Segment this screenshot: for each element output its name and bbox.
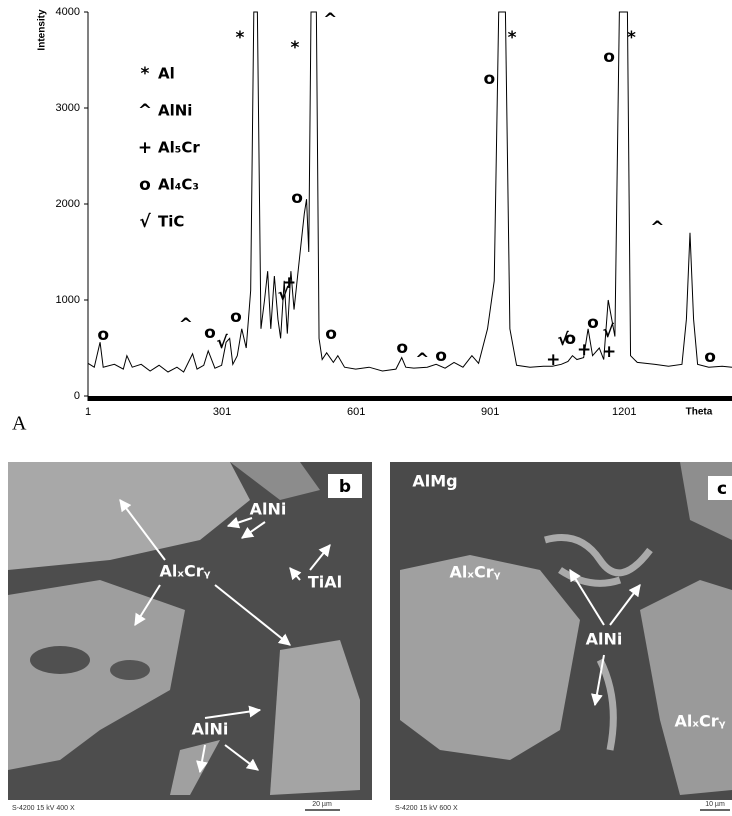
legend-label: Al₅Cr (158, 139, 200, 157)
phase-label: AlₓCrᵧ (160, 562, 211, 581)
peak-marker: ^ (650, 218, 664, 238)
y-tick-label: 3000 (56, 102, 80, 114)
x-tick-label: 1 (85, 406, 91, 418)
peak-marker: o (97, 325, 109, 345)
x-tick-label: 601 (347, 406, 365, 418)
footer: S-4200 15 kV 600 X (395, 805, 458, 812)
peak-marker: + (577, 340, 591, 360)
phase-label: AlNi (192, 720, 229, 739)
x-axis (88, 396, 732, 401)
peak-marker: o (204, 323, 216, 343)
phase-label: TiAl (308, 573, 342, 592)
phase-label: AlMg (412, 472, 457, 491)
phase-label: AlNi (250, 500, 287, 519)
peak-marker: ^ (415, 350, 429, 370)
legend-symbol: + (138, 138, 152, 158)
y-tick-label: 1000 (56, 294, 80, 306)
y-tick-label: 0 (74, 390, 80, 402)
scale-bar-label: 20 µm (312, 801, 332, 808)
peak-marker: √ (278, 285, 290, 305)
arrows (119, 499, 331, 774)
panel-label: A (12, 413, 27, 435)
peak-marker: * (627, 28, 636, 48)
micrographs: b AlNi AlₓCrᵧ TiAl AlNi S-4200 15 kV 400… (8, 462, 732, 816)
legend-symbol: ^ (138, 101, 152, 121)
micrograph-c: c AlMg AlₓCrᵧ AlNi AlₓCrᵧ S-4200 15 kV 6… (390, 462, 732, 816)
legend-label: Al₄C₃ (158, 176, 199, 194)
legend-label: Al (158, 65, 175, 83)
peak-marker: o (603, 47, 615, 67)
peak-marker: o (587, 313, 599, 333)
peak-marker: o (291, 188, 303, 208)
legend-symbol: o (139, 175, 151, 195)
peak-marker: √ (603, 322, 615, 342)
peak-marker: o (483, 69, 495, 89)
peak-marker: o (564, 329, 576, 349)
legend-symbol: * (141, 64, 150, 84)
peak-marker: + (602, 342, 616, 362)
peak-marker: o (230, 307, 242, 327)
arrows (569, 568, 641, 707)
panel-label: c (717, 479, 727, 499)
phase-label: AlₓCrᵧ (450, 563, 501, 582)
y-axis-label: Intensity (37, 9, 48, 51)
peak-marker: + (546, 350, 560, 370)
peak-marker: o (325, 324, 337, 344)
xrd-chart: A Intensity Theta 0 1000 2000 3000 4000 1 301 6… (12, 6, 732, 435)
x-tick-label: 901 (481, 406, 499, 418)
legend-symbol: √ (139, 212, 151, 232)
micrograph-b: b AlNi AlₓCrᵧ TiAl AlNi S-4200 15 kV 400… (8, 462, 372, 816)
x-axis-label: Theta (686, 407, 713, 418)
x-tick-label: 301 (213, 406, 231, 418)
legend-label: AlNi (158, 102, 192, 120)
data-line (87, 11, 732, 373)
y-tick-label: 2000 (56, 198, 80, 210)
x-tick-label: 1201 (612, 406, 636, 418)
phase-label: AlNi (586, 630, 623, 649)
peak-marker: √ (557, 330, 569, 350)
peak-marker: √ (216, 333, 228, 353)
peak-marker: * (236, 28, 245, 48)
peak-marker: o (704, 347, 716, 367)
peak-marker: + (282, 273, 296, 293)
peak-marker: * (290, 38, 299, 58)
peak-marker: * (508, 28, 517, 48)
scale-bar-label: 10 µm (705, 801, 725, 808)
peak-marker: ^ (323, 10, 337, 30)
peak-marker: o (396, 338, 408, 358)
y-tick-label: 4000 (56, 6, 80, 18)
footer: S-4200 15 kV 400 X (12, 805, 75, 812)
legend-label: TiC (158, 213, 184, 231)
peak-marker: ^ (179, 315, 193, 335)
phase-label: AlₓCrᵧ (675, 712, 726, 731)
panel-label: b (339, 477, 351, 497)
peak-marker: o (435, 346, 447, 366)
